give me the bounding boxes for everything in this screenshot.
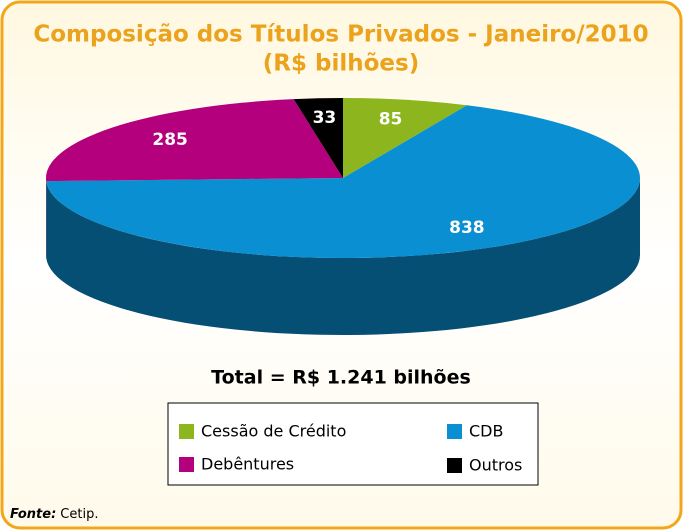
data-label: 85 [379,109,403,129]
source: Fonte: Cetip. [10,507,98,522]
legend-label: Outros [469,456,522,475]
legend-label: Cessão de Crédito [201,422,346,441]
legend-label: CDB [469,422,503,441]
slice [45,99,343,182]
data-label: 285 [152,130,188,150]
slice [293,98,343,178]
legend [167,402,539,486]
source-text: Cetip. [60,507,98,522]
data-label: 33 [313,108,337,128]
annotation: Total = R$ 1.241 bilhões [211,367,471,389]
legend-swatch [447,424,462,439]
legend-items: Cessão de Crédito CDB Debêntures Outros [179,422,522,475]
legend-label: Debêntures [201,455,294,474]
source-label: Fonte: [10,507,56,522]
slice [343,98,467,178]
slice [46,105,641,258]
chart-title: Composição dos Títulos Privados - Janeir… [33,22,648,48]
legend-swatch [179,457,194,472]
slice-side [46,178,640,336]
legend-swatch [179,424,194,439]
pie: 85 838 285 33 [45,98,641,336]
chart-subtitle: (R$ bilhões) [263,51,419,77]
data-label: 838 [449,218,485,238]
legend-swatch [447,458,462,473]
